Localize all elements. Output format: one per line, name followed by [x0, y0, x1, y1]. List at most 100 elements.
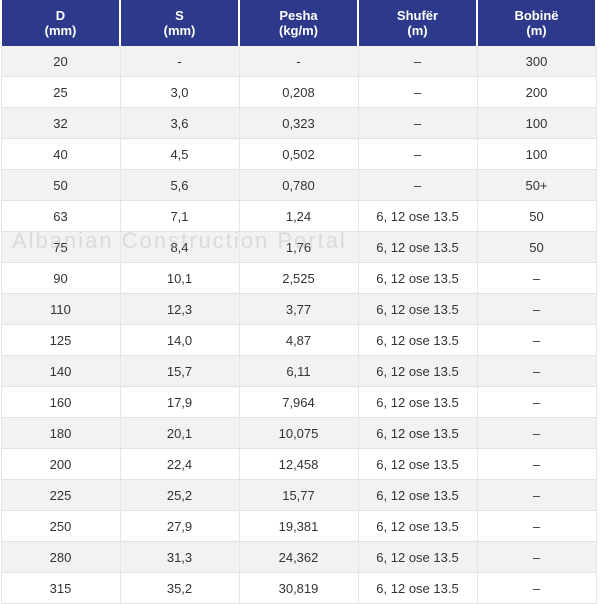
table-cell: 31,3 — [119, 541, 240, 573]
table-cell: 6, 12 ose 13.5 — [357, 541, 478, 573]
table-cell: 1,76 — [238, 231, 359, 263]
table-cell: 10,1 — [119, 262, 240, 294]
table-cell: 6, 12 ose 13.5 — [357, 386, 478, 418]
column-header-d: D (mm) — [0, 0, 121, 46]
table-cell: 6,11 — [238, 355, 359, 387]
table-row: 110 12,3 3,77 6, 12 ose 13.5– — [0, 293, 597, 325]
table-cell: - — [119, 46, 240, 77]
table-cell: 4,5 — [119, 138, 240, 170]
table-row: 315 35,2 30,819 6, 12 ose 13.5– — [0, 572, 597, 604]
table-cell: – — [357, 46, 478, 77]
table-cell: 15,7 — [119, 355, 240, 387]
table-cell: 6, 12 ose 13.5 — [357, 231, 478, 263]
table-cell: 6, 12 ose 13.5 — [357, 293, 478, 325]
table-cell: 3,0 — [119, 76, 240, 108]
table-row: 140 15,7 6,11 6, 12 ose 13.5– — [0, 355, 597, 387]
table-cell: 140 — [0, 355, 121, 387]
table-row: 280 31,3 24,362 6, 12 ose 13.5– — [0, 541, 597, 573]
table-cell: 200 — [0, 448, 121, 480]
table-cell: – — [357, 107, 478, 139]
table-cell: 0,208 — [238, 76, 359, 108]
table-cell: – — [476, 541, 597, 573]
table-cell: 19,381 — [238, 510, 359, 542]
table-cell: 6, 12 ose 13.5 — [357, 355, 478, 387]
table-row: 75 8,4 1,76 6, 12 ose 13.5 50 — [0, 231, 597, 263]
column-name: D — [55, 8, 66, 23]
table-cell: 100 — [476, 107, 597, 139]
column-name: S — [175, 8, 184, 23]
table-cell: 22,4 — [119, 448, 240, 480]
column-unit: (m) — [407, 23, 428, 38]
table-cell: 1,24 — [238, 200, 359, 232]
table-cell: 25,2 — [119, 479, 240, 511]
column-unit: (kg/m) — [279, 23, 318, 38]
table-cell: 8,4 — [119, 231, 240, 263]
table-cell: 225 — [0, 479, 121, 511]
table-cell: 200 — [476, 76, 597, 108]
table-cell: – — [476, 293, 597, 325]
column-unit: (mm) — [163, 23, 196, 38]
table-cell: – — [476, 448, 597, 480]
table-row: 63 7,1 1,24 6, 12 ose 13.5 50 — [0, 200, 597, 232]
table-cell: 5,6 — [119, 169, 240, 201]
table-cell: – — [476, 572, 597, 604]
table-cell: 63 — [0, 200, 121, 232]
table-row: 40 4,5 0,502–100 — [0, 138, 597, 170]
column-header-s: S (mm) — [119, 0, 240, 46]
table-cell: 4,87 — [238, 324, 359, 356]
table-cell: 12,458 — [238, 448, 359, 480]
table-cell: 6, 12 ose 13.5 — [357, 572, 478, 604]
table-cell: 0,780 — [238, 169, 359, 201]
table-row: 50 5,6 0,780–50+ — [0, 169, 597, 201]
table-cell: 14,0 — [119, 324, 240, 356]
table-body: 20- - –300 25 3,0 0,208–200 32 3,6 0,323–100 40 4,… — [0, 46, 597, 604]
table-cell: – — [476, 262, 597, 294]
column-header-bobine: Bobinë (m) — [476, 0, 597, 46]
table-cell: 50 — [0, 169, 121, 201]
table-cell: 100 — [476, 138, 597, 170]
table-cell: 12,3 — [119, 293, 240, 325]
table-row: 180 20,1 10,075 6, 12 ose 13.5– — [0, 417, 597, 449]
table-cell: 160 — [0, 386, 121, 418]
table-cell: 20,1 — [119, 417, 240, 449]
table-cell: 3,77 — [238, 293, 359, 325]
table-cell: 6, 12 ose 13.5 — [357, 200, 478, 232]
table-cell: 75 — [0, 231, 121, 263]
table-cell: 35,2 — [119, 572, 240, 604]
table-cell: 7,964 — [238, 386, 359, 418]
table-cell: 50 — [476, 200, 597, 232]
table-cell: 280 — [0, 541, 121, 573]
table-cell: 32 — [0, 107, 121, 139]
table-cell: 250 — [0, 510, 121, 542]
table-cell: 6, 12 ose 13.5 — [357, 510, 478, 542]
table-cell: 25 — [0, 76, 121, 108]
table-cell: 27,9 — [119, 510, 240, 542]
table-cell: – — [357, 138, 478, 170]
table-cell: 50+ — [476, 169, 597, 201]
table-cell: 6, 12 ose 13.5 — [357, 324, 478, 356]
table-cell: 6, 12 ose 13.5 — [357, 448, 478, 480]
column-header-pesha: Pesha (kg/m) — [238, 0, 359, 46]
table-cell: 6, 12 ose 13.5 — [357, 479, 478, 511]
table-cell: 2,525 — [238, 262, 359, 294]
column-unit: (mm) — [44, 23, 77, 38]
column-unit: (m) — [526, 23, 547, 38]
table-cell: 50 — [476, 231, 597, 263]
table-cell: 17,9 — [119, 386, 240, 418]
table-cell: 20 — [0, 46, 121, 77]
column-name: Pesha — [279, 8, 318, 23]
table-cell: 40 — [0, 138, 121, 170]
table-row: 200 22,4 12,458 6, 12 ose 13.5– — [0, 448, 597, 480]
table-cell: 0,502 — [238, 138, 359, 170]
table-cell: 6, 12 ose 13.5 — [357, 262, 478, 294]
table-cell: 10,075 — [238, 417, 359, 449]
table-cell: – — [476, 417, 597, 449]
table-cell: 24,362 — [238, 541, 359, 573]
table-cell: 90 — [0, 262, 121, 294]
table-row: 250 27,9 19,381 6, 12 ose 13.5– — [0, 510, 597, 542]
table-row: 32 3,6 0,323–100 — [0, 107, 597, 139]
table-row: 160 17,9 7,964 6, 12 ose 13.5– — [0, 386, 597, 418]
table-row: 90 10,1 2,525 6, 12 ose 13.5– — [0, 262, 597, 294]
column-name: Bobinë — [514, 8, 559, 23]
